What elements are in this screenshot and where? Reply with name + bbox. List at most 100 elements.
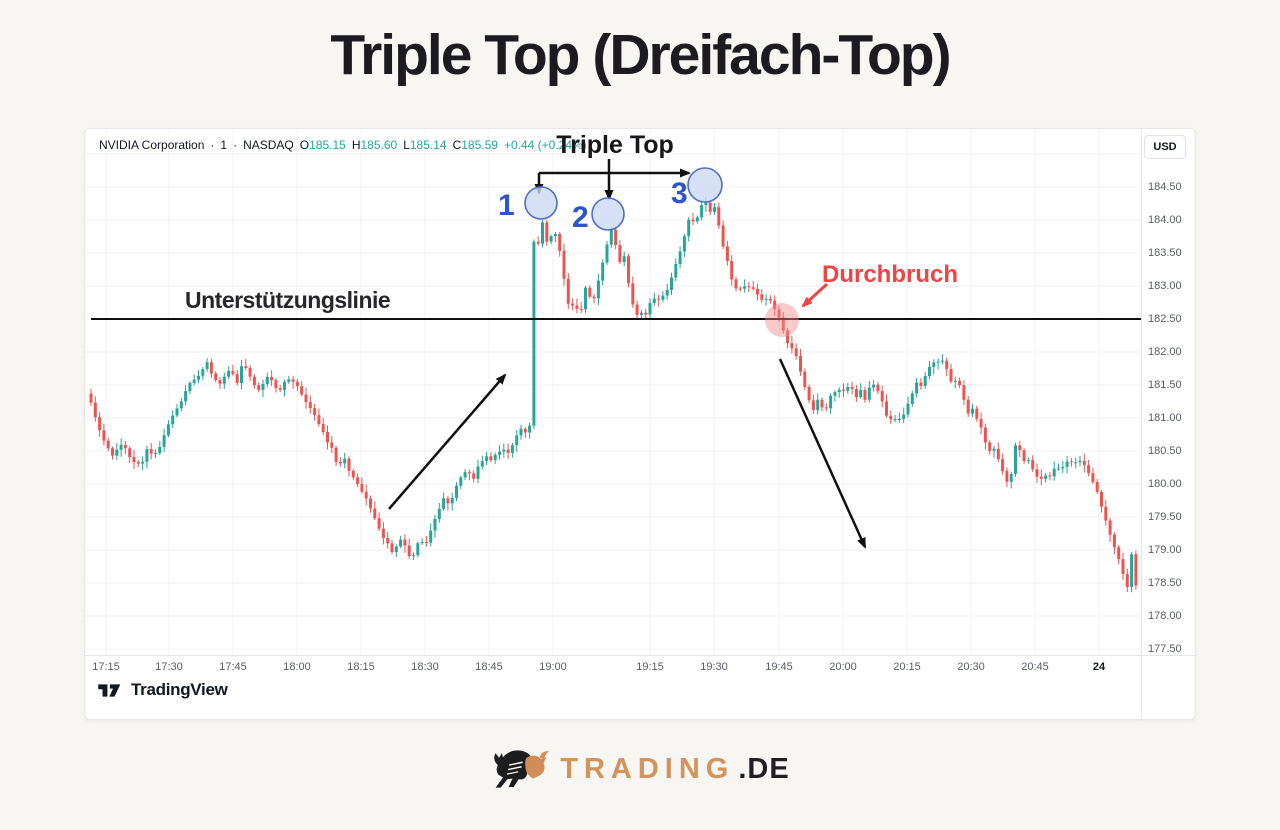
candle: [1134, 554, 1138, 586]
candle: [704, 202, 708, 206]
tradingview-mark-icon: [98, 683, 121, 697]
chart-plot-area[interactable]: [85, 129, 1141, 655]
candle: [992, 448, 996, 451]
candle: [128, 448, 132, 458]
candle: [1061, 466, 1065, 469]
candle: [338, 461, 342, 464]
candle: [480, 461, 484, 467]
candle: [476, 466, 480, 479]
candle: [1074, 462, 1078, 464]
candle: [244, 366, 248, 368]
candle: [1044, 475, 1048, 479]
candle: [295, 381, 299, 387]
candle: [829, 395, 833, 409]
candle: [811, 400, 815, 411]
candle: [601, 262, 605, 281]
time-scale-separator: [85, 655, 1197, 656]
candle: [1091, 473, 1095, 482]
grid: [85, 129, 1141, 655]
brand-name: TRADING: [560, 752, 735, 785]
candle: [919, 382, 923, 386]
candle: [270, 376, 274, 381]
candle: [1035, 469, 1039, 477]
x-tick-label: 17:30: [155, 661, 183, 673]
candle: [201, 369, 205, 376]
candle: [949, 369, 953, 382]
tradingview-logo[interactable]: TradingView: [97, 680, 228, 700]
candle: [321, 424, 325, 432]
candle: [962, 385, 966, 400]
candle: [407, 545, 411, 557]
candle: [106, 440, 110, 449]
candle: [252, 376, 256, 386]
candle: [149, 449, 153, 454]
candle: [1052, 468, 1056, 477]
candle: [824, 407, 828, 409]
candle: [1039, 476, 1043, 479]
candle: [390, 543, 394, 553]
candle: [1108, 520, 1112, 535]
candle: [571, 303, 575, 306]
y-tick-label: 179.00: [1148, 544, 1182, 556]
candle: [1112, 534, 1116, 548]
x-tick-label: 19:00: [539, 661, 567, 673]
candle: [665, 290, 669, 296]
candle: [394, 546, 398, 553]
candle: [1100, 491, 1103, 507]
candle: [136, 462, 140, 464]
candle: [687, 219, 691, 237]
candle: [635, 304, 639, 315]
candle: [184, 391, 188, 402]
candle: [1009, 473, 1013, 482]
candle: [721, 225, 725, 247]
candle: [975, 408, 979, 419]
candle: [850, 387, 854, 389]
x-tick-label: 20:15: [893, 661, 921, 673]
candle: [175, 408, 179, 416]
candle: [291, 379, 295, 382]
candlestick-series: [89, 196, 1138, 593]
candle: [364, 491, 368, 499]
candle: [953, 380, 957, 382]
candle: [682, 236, 686, 252]
candle: [248, 367, 252, 377]
candle: [799, 356, 802, 372]
candle: [803, 371, 807, 387]
y-tick-label: 181.00: [1148, 412, 1182, 424]
candle: [330, 442, 334, 448]
candle: [222, 376, 226, 384]
candle: [652, 298, 656, 304]
x-tick-label: 17:45: [219, 661, 247, 673]
currency-badge[interactable]: USD: [1144, 135, 1186, 159]
candle: [463, 472, 467, 478]
candle: [1065, 461, 1069, 467]
candle: [631, 283, 635, 305]
candle: [622, 256, 626, 262]
peak-number-1: 1: [498, 189, 515, 222]
candle: [781, 317, 785, 331]
candle: [437, 508, 441, 519]
candle: [265, 376, 269, 384]
candle: [119, 445, 123, 450]
candle: [506, 449, 510, 453]
candle: [562, 250, 566, 279]
candle: [657, 298, 661, 300]
candle: [592, 296, 596, 299]
candle: [446, 498, 450, 504]
candle: [227, 371, 231, 377]
x-tick-label: 20:30: [957, 661, 985, 673]
candle: [902, 414, 906, 419]
candle: [326, 432, 329, 443]
candle: [93, 402, 97, 418]
page-title: Triple Top (Dreifach-Top): [330, 23, 951, 87]
candle: [420, 542, 424, 544]
candle: [880, 391, 884, 402]
candle: [1104, 506, 1108, 521]
candle: [794, 348, 798, 357]
candle: [553, 233, 557, 237]
candle: [549, 236, 553, 242]
y-tick-label: 183.00: [1148, 280, 1182, 292]
symbol-header[interactable]: NVIDIA Corporation · 1 · NASDAQ O185.15 …: [99, 138, 587, 152]
candle: [334, 447, 338, 462]
candle: [915, 382, 919, 394]
